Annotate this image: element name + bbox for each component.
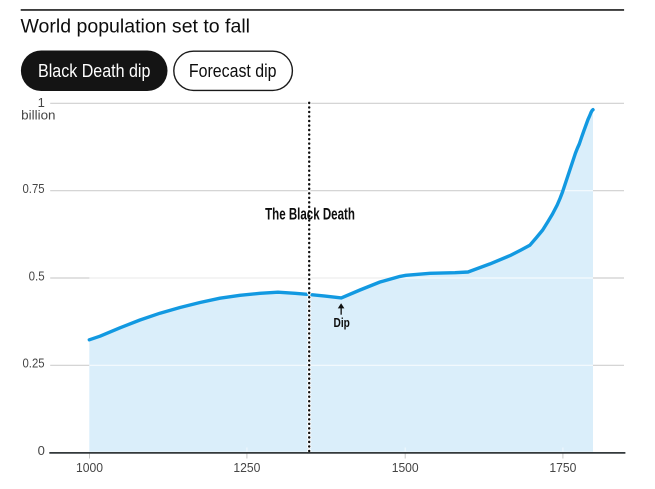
svg-text:1750: 1750 [549,460,576,475]
svg-text:Forecast dip: Forecast dip [189,61,277,81]
svg-text:1500: 1500 [392,460,419,475]
svg-text:0: 0 [38,443,45,458]
svg-text:0.75: 0.75 [23,181,45,196]
svg-text:0.25: 0.25 [23,356,45,371]
svg-text:1: 1 [38,95,45,110]
svg-text:The Black Death: The Black Death [265,206,355,225]
svg-text:Black Death dip: Black Death dip [38,61,150,81]
svg-text:1000: 1000 [76,460,103,475]
svg-text:billion: billion [21,108,55,123]
svg-text:Dip: Dip [334,316,350,330]
svg-text:1250: 1250 [233,460,260,475]
svg-text:0.5: 0.5 [29,268,45,283]
svg-text:World population set to fall: World population set to fall [21,17,250,38]
